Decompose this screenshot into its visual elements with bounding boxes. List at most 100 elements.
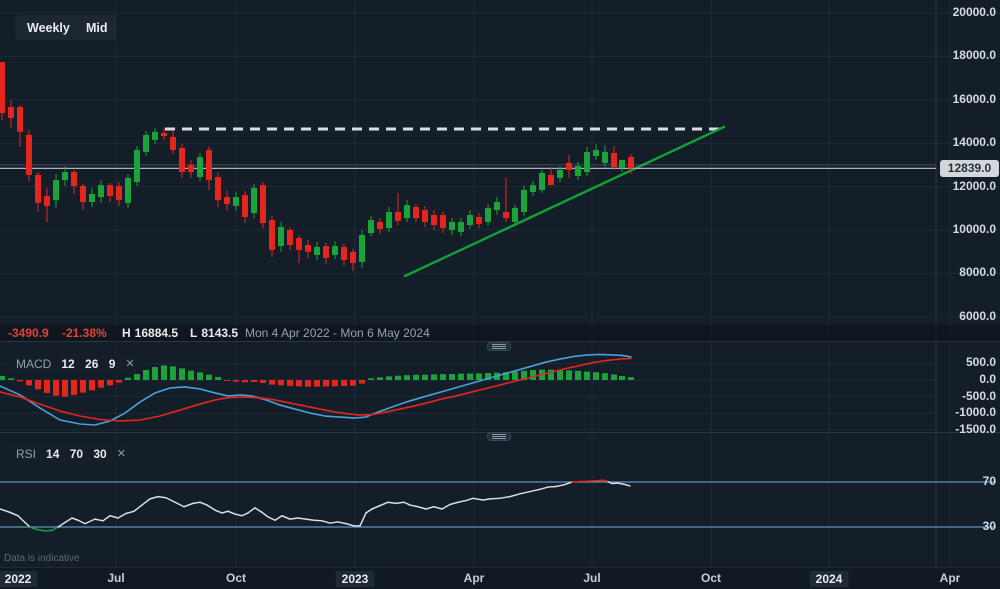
candle bbox=[260, 182, 266, 229]
macd-indicator-badge: MACD 12 26 9 ✕ bbox=[8, 354, 143, 373]
candle bbox=[458, 218, 464, 237]
candle bbox=[602, 144, 608, 168]
price-axis[interactable]: 20000.0 18000.0 16000.0 14000.0 12000.0 10000… bbox=[936, 0, 1000, 568]
candle bbox=[395, 192, 401, 226]
candle bbox=[584, 146, 590, 176]
period-change-percent: -21.38% bbox=[62, 326, 107, 340]
candle bbox=[116, 182, 122, 206]
candle bbox=[341, 243, 347, 267]
period-high: H 16884.5 bbox=[122, 326, 178, 340]
price-axis-label: 18000.0 bbox=[952, 48, 996, 63]
candle bbox=[431, 210, 437, 231]
candle bbox=[611, 146, 617, 170]
macd-close-icon[interactable]: ✕ bbox=[125, 358, 135, 370]
indicative-data-footnote: Data is indicative bbox=[4, 553, 80, 564]
rsi-label: RSI bbox=[16, 446, 37, 461]
macd-pane-drag-handle[interactable] bbox=[487, 342, 511, 351]
candle bbox=[152, 128, 158, 145]
candle bbox=[485, 203, 491, 227]
macd-line bbox=[0, 353, 632, 426]
candle bbox=[89, 187, 95, 208]
date-range: Mon 4 Apr 2022 - Mon 6 May 2024 bbox=[245, 326, 430, 340]
candle bbox=[521, 185, 527, 216]
candle bbox=[62, 165, 68, 186]
candle bbox=[188, 159, 194, 178]
candle bbox=[422, 205, 428, 227]
rsi-axis-label: 70 bbox=[982, 474, 996, 488]
candle bbox=[170, 129, 176, 155]
candle bbox=[242, 190, 248, 224]
macd-axis-label: 0.0 bbox=[979, 372, 996, 386]
current-price-label: 12839.0 bbox=[940, 160, 999, 177]
price-type-button[interactable]: Mid bbox=[77, 15, 117, 40]
macd-label: MACD bbox=[16, 356, 52, 371]
candle bbox=[350, 249, 356, 272]
price-axis-label: 10000.0 bbox=[952, 222, 996, 236]
high-prefix: H bbox=[122, 326, 131, 340]
candle bbox=[35, 172, 41, 213]
time-axis-label: Apr bbox=[939, 571, 961, 585]
candle bbox=[98, 180, 104, 203]
period-change: -3490.9 bbox=[8, 326, 49, 340]
candle bbox=[557, 165, 563, 183]
candle bbox=[233, 192, 239, 211]
rsi-pane-drag-handle[interactable] bbox=[487, 432, 511, 441]
candle bbox=[8, 100, 14, 129]
candle bbox=[161, 128, 167, 140]
candle bbox=[206, 146, 212, 191]
candle bbox=[386, 207, 392, 232]
candle bbox=[440, 212, 446, 234]
candle bbox=[134, 146, 140, 186]
candle bbox=[251, 184, 257, 219]
macd-axis-label: -1500.0 bbox=[955, 421, 996, 436]
low-value: 8143.5 bbox=[201, 326, 239, 340]
candle bbox=[80, 184, 86, 211]
candle bbox=[503, 177, 509, 222]
macd-axis-label: -1000.0 bbox=[955, 405, 996, 420]
candle bbox=[512, 205, 518, 227]
candle bbox=[539, 169, 545, 193]
candle bbox=[125, 174, 131, 208]
candle bbox=[215, 172, 221, 208]
time-axis[interactable]: 2022 Jul Oct 2023 Apr Jul Oct 2024 Apr bbox=[0, 568, 1000, 589]
rsi-close-icon[interactable]: ✕ bbox=[116, 448, 126, 460]
time-axis-label: Jul bbox=[583, 571, 601, 585]
candle bbox=[404, 200, 410, 222]
time-axis-label: Apr bbox=[463, 571, 485, 585]
candle bbox=[197, 152, 203, 181]
candle bbox=[53, 174, 59, 208]
candle bbox=[71, 169, 77, 194]
candlestick-series bbox=[0, 62, 634, 272]
candle bbox=[179, 144, 185, 178]
candle bbox=[449, 218, 455, 236]
candle bbox=[224, 190, 230, 211]
candle bbox=[377, 218, 383, 234]
trend-line[interactable] bbox=[403, 125, 726, 278]
candle bbox=[566, 154, 572, 178]
candle bbox=[314, 241, 320, 260]
time-axis-label: 2022 bbox=[0, 571, 38, 587]
candle bbox=[305, 239, 311, 259]
candle bbox=[368, 215, 374, 237]
time-axis-label: 2023 bbox=[335, 571, 375, 587]
low-prefix: L bbox=[190, 326, 198, 340]
timeframe-button[interactable]: Weekly bbox=[15, 15, 82, 40]
candle bbox=[619, 159, 625, 173]
candle bbox=[17, 105, 23, 147]
candle bbox=[143, 131, 149, 157]
price-axis-label: 14000.0 bbox=[952, 135, 996, 150]
time-axis-label: Oct bbox=[225, 571, 247, 585]
rsi-axis-label: 30 bbox=[982, 519, 996, 533]
candle bbox=[0, 62, 5, 120]
candle bbox=[278, 221, 284, 252]
rsi-line bbox=[0, 479, 631, 532]
candle bbox=[296, 235, 302, 263]
price-axis-label: 12000.0 bbox=[952, 178, 996, 193]
candle bbox=[548, 167, 554, 186]
candle bbox=[530, 180, 536, 196]
price-axis-label: 16000.0 bbox=[952, 91, 996, 106]
rsi-indicator-badge: RSI 14 70 30 ✕ bbox=[8, 444, 134, 463]
price-axis-label: 20000.0 bbox=[952, 4, 996, 19]
